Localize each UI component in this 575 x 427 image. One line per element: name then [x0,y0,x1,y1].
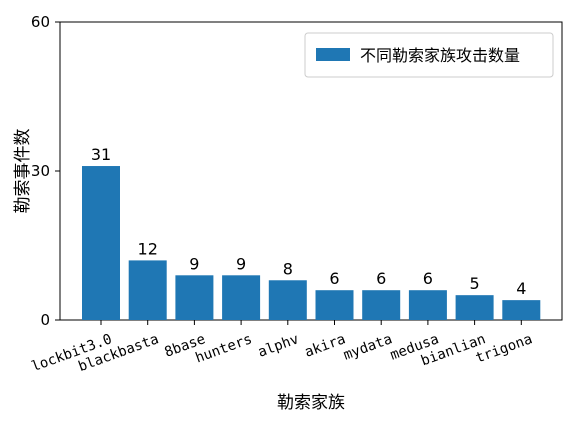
x-tick-label: mydata [341,331,394,363]
x-tick-label: alphv [256,331,301,360]
bar-akira [315,290,354,320]
data-label-trigona: 4 [516,279,526,298]
x-tick-label: akira [303,331,348,360]
y-ticks-group: 0 30 60 [31,13,60,329]
bar-medusa [408,290,447,320]
legend-box [304,32,554,78]
data-label-akira: 6 [329,269,339,288]
y-tick-label: 0 [40,311,50,329]
bar-alphv [268,280,307,320]
bar-bianlian [455,295,494,320]
y-tick-label: 60 [31,13,50,31]
x-axis-label: 勒索家族 [277,393,345,413]
legend-swatch [316,48,350,61]
data-label-hunters: 9 [236,254,246,273]
y-axis-label: 勒索事件数 [13,129,33,214]
bar-trigona [502,300,541,320]
bar-mydata [362,290,401,320]
bar-8base [175,275,214,320]
data-label-alphv: 8 [283,259,293,278]
y-tick-label: 30 [31,162,50,180]
bars-group [82,166,541,320]
legend-label: 不同勒索家族攻击数量 [360,46,520,65]
data-label-mydata: 6 [376,269,386,288]
data-labels-group: 31 12 9 9 8 6 6 6 5 4 [91,145,527,298]
data-label-bianlian: 5 [470,274,480,293]
bar-blackbasta [128,260,167,320]
data-label-8base: 9 [189,254,199,273]
data-label-lockbit3.0: 31 [91,145,111,164]
bar-hunters [222,275,261,320]
legend: 不同勒索家族攻击数量 [304,32,554,78]
data-label-blackbasta: 12 [138,239,158,258]
bar-lockbit3.0 [82,166,120,320]
data-label-medusa: 6 [423,269,433,288]
